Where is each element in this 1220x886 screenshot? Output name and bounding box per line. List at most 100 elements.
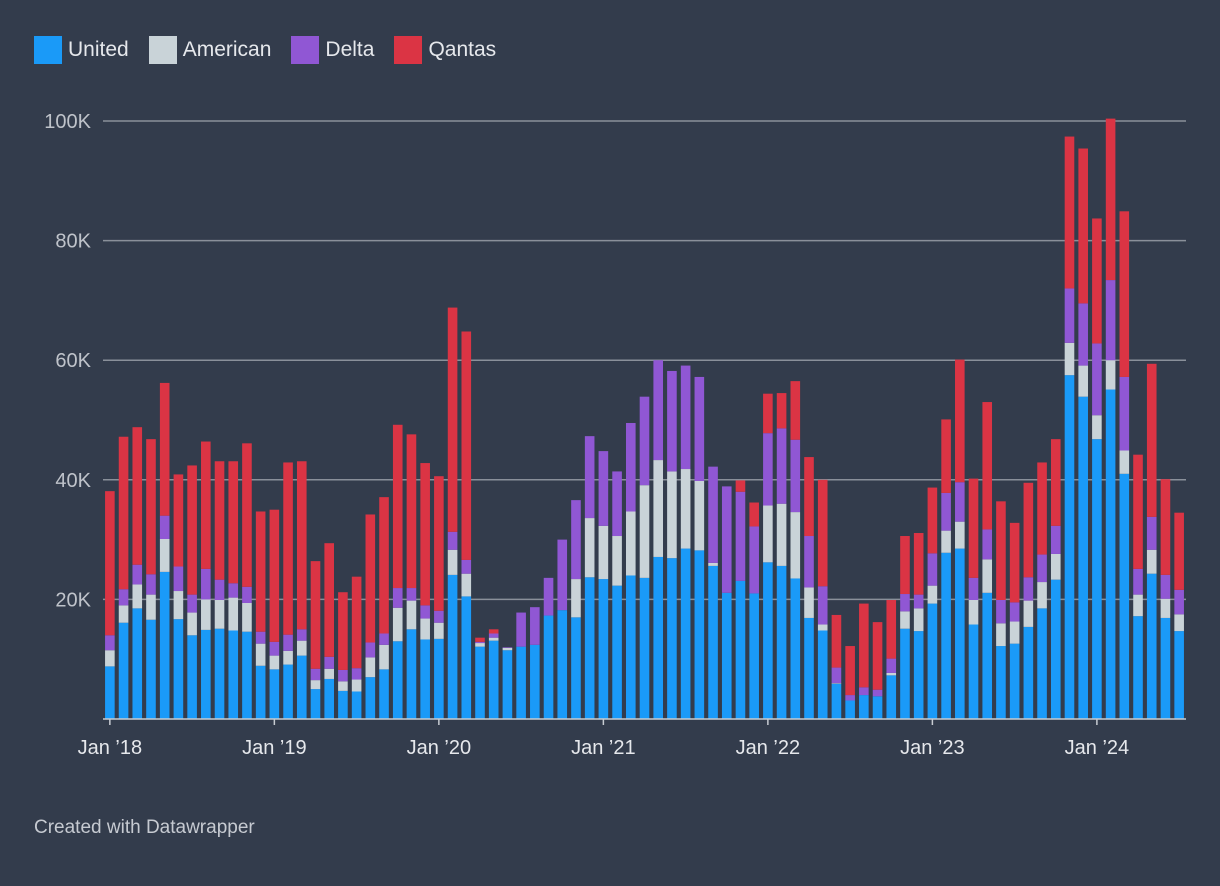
bar-delta xyxy=(159,515,170,539)
bar-american xyxy=(996,623,1006,647)
legend-label-american: American xyxy=(182,38,272,61)
bar-united xyxy=(913,631,924,719)
x-tick-label: Jan ’22 xyxy=(736,737,801,759)
bar-delta xyxy=(132,564,143,585)
bar-united xyxy=(502,650,513,719)
bar-delta xyxy=(859,687,869,696)
bar-qantas xyxy=(804,457,814,537)
bar-american xyxy=(1092,415,1102,440)
bar-united xyxy=(1146,573,1157,719)
bar-united xyxy=(694,550,705,719)
bar-delta xyxy=(694,376,705,481)
bar-qantas xyxy=(913,533,924,595)
bar-qantas xyxy=(831,614,842,668)
bar-qantas xyxy=(749,502,759,527)
bar-united xyxy=(434,638,444,719)
bar-american xyxy=(118,605,129,623)
bar-united xyxy=(708,565,718,719)
bar-qantas xyxy=(461,331,472,560)
bar-qantas xyxy=(1133,454,1143,569)
bar-qantas xyxy=(968,478,979,578)
bar-delta xyxy=(996,600,1006,624)
bar-qantas xyxy=(1174,512,1184,590)
bar-american xyxy=(667,471,677,559)
bar-qantas xyxy=(187,465,197,595)
bar-united xyxy=(776,565,787,719)
bar-delta xyxy=(173,566,184,592)
bar-american xyxy=(283,650,293,665)
bar-qantas xyxy=(776,393,787,429)
bar-delta xyxy=(735,491,746,581)
axes: 20K 40K 60K 80K 100K Jan ’18 Jan ’19 Jan ’20 Jan… xyxy=(44,111,1186,759)
bar-united xyxy=(1050,579,1061,719)
bar-united xyxy=(667,558,677,719)
bar-american xyxy=(502,647,513,651)
bar-delta xyxy=(118,589,129,606)
bar-united xyxy=(365,677,376,719)
bar-qantas xyxy=(996,501,1006,600)
bar-delta xyxy=(543,577,554,616)
bar-united xyxy=(831,683,842,719)
bar-united xyxy=(571,617,581,719)
legend-item-american: American xyxy=(148,36,272,64)
bar-qantas xyxy=(982,402,993,530)
bar-united xyxy=(859,695,869,719)
bar-delta xyxy=(310,668,321,681)
bar-delta xyxy=(488,633,499,638)
legend-label-qantas: Qantas xyxy=(428,38,497,61)
bar-delta xyxy=(1160,574,1171,599)
x-tick-label: Jan ’24 xyxy=(1065,737,1130,759)
bar-delta xyxy=(379,633,389,645)
bar-qantas xyxy=(886,600,897,659)
bar-united xyxy=(159,571,170,719)
bar-american xyxy=(434,622,444,639)
bar-delta xyxy=(900,594,910,612)
bar-american xyxy=(763,505,773,563)
bar-qantas xyxy=(1146,363,1157,517)
bar-united xyxy=(187,635,197,719)
bar-united xyxy=(1092,439,1102,719)
bar-delta xyxy=(625,422,636,512)
bar-qantas xyxy=(1119,211,1130,377)
y-tick-label: 60K xyxy=(55,350,91,372)
bar-american xyxy=(1133,594,1143,617)
bar-united xyxy=(283,664,293,719)
bar-united xyxy=(680,548,691,719)
bar-qantas xyxy=(296,461,307,630)
bar-qantas xyxy=(859,603,869,688)
bar-american xyxy=(598,525,609,580)
bar-american xyxy=(927,585,938,604)
bar-qantas xyxy=(105,491,115,636)
bar-delta xyxy=(406,588,417,601)
bar-delta xyxy=(968,577,979,600)
bar-qantas xyxy=(735,480,746,492)
bar-delta xyxy=(434,610,444,623)
bar-united xyxy=(982,592,993,719)
bar-qantas xyxy=(955,359,965,483)
bar-united xyxy=(324,678,334,719)
bar-delta xyxy=(763,433,773,506)
bar-american xyxy=(1037,582,1047,609)
bar-delta xyxy=(228,583,239,598)
x-tick-label: Jan ’18 xyxy=(78,737,143,759)
bar-qantas xyxy=(1092,218,1102,344)
bar-american xyxy=(694,481,705,551)
bar-united xyxy=(447,574,458,719)
bar-united xyxy=(543,615,554,719)
bar-delta xyxy=(461,559,472,574)
bar-american xyxy=(1009,621,1020,644)
bar-american xyxy=(447,549,458,575)
bar-delta xyxy=(680,365,691,470)
bar-delta xyxy=(557,539,568,611)
bar-united xyxy=(214,628,225,719)
bar-qantas xyxy=(1160,479,1171,575)
legend-swatch-delta xyxy=(291,36,320,64)
bar-american xyxy=(1160,598,1171,618)
bar-qantas xyxy=(1064,136,1075,289)
bar-united xyxy=(420,639,430,719)
bar-american xyxy=(982,559,993,593)
y-tick-label: 40K xyxy=(55,470,91,492)
x-tick-label: Jan ’20 xyxy=(407,737,472,759)
bar-united xyxy=(1133,616,1143,719)
bar-delta xyxy=(420,605,430,619)
